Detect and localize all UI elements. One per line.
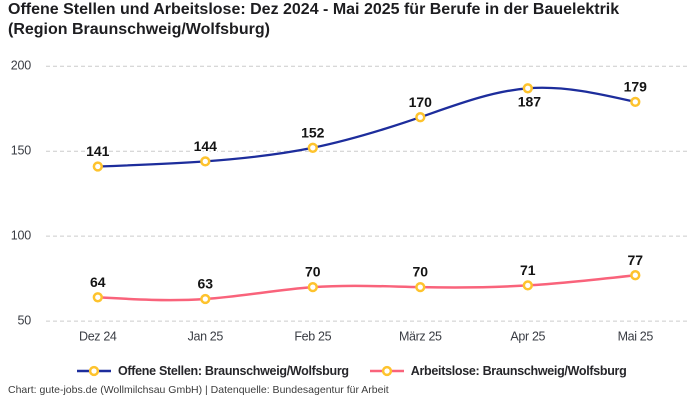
- svg-text:64: 64: [90, 274, 106, 290]
- svg-text:Apr 25: Apr 25: [510, 329, 545, 343]
- svg-text:Jan 25: Jan 25: [188, 329, 224, 343]
- svg-text:Dez 24: Dez 24: [79, 329, 117, 343]
- svg-text:71: 71: [520, 262, 536, 278]
- svg-text:150: 150: [11, 144, 32, 158]
- svg-text:152: 152: [301, 124, 325, 140]
- svg-text:179: 179: [624, 79, 648, 95]
- svg-text:70: 70: [305, 264, 321, 280]
- svg-text:100: 100: [11, 229, 32, 243]
- svg-text:141: 141: [86, 143, 110, 159]
- svg-text:144: 144: [194, 138, 218, 154]
- svg-text:70: 70: [413, 264, 429, 280]
- svg-text:März 25: März 25: [399, 329, 442, 343]
- svg-text:50: 50: [17, 314, 31, 328]
- svg-text:63: 63: [198, 276, 214, 292]
- svg-text:187: 187: [518, 93, 542, 109]
- svg-text:Mai 25: Mai 25: [618, 329, 654, 343]
- svg-text:200: 200: [11, 59, 32, 73]
- svg-text:77: 77: [628, 252, 644, 268]
- svg-text:170: 170: [409, 94, 433, 110]
- svg-text:Feb 25: Feb 25: [294, 329, 331, 343]
